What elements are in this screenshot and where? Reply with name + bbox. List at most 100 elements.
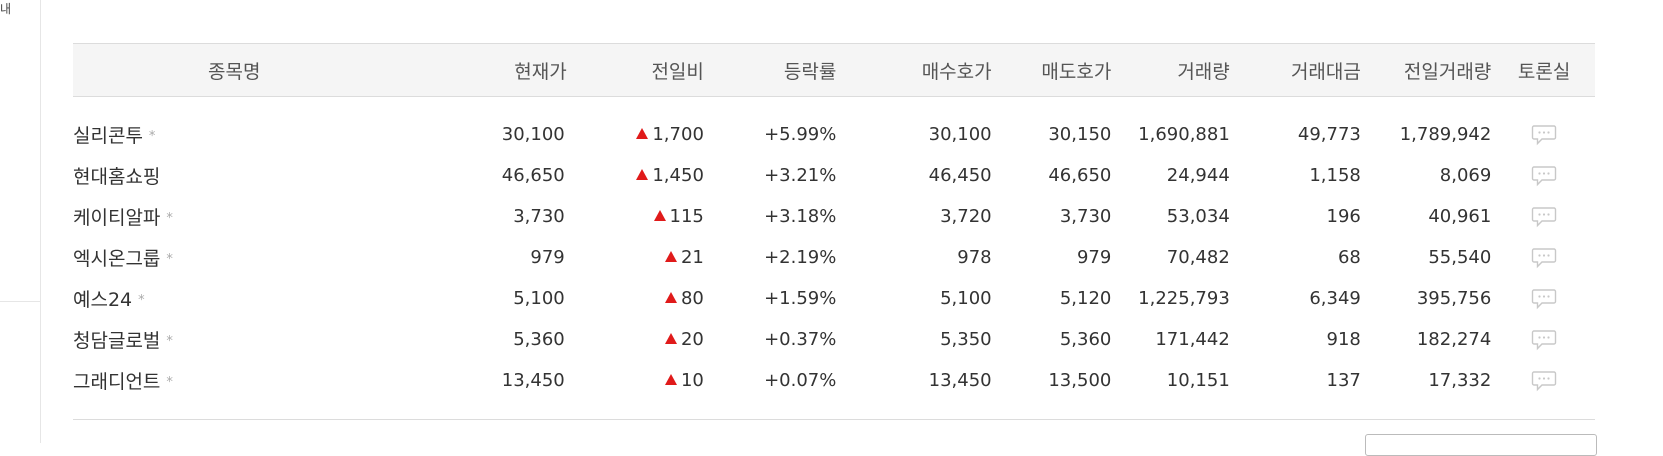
ask-cell: 30,150 — [1048, 124, 1112, 145]
prev-volume-cell: 182,274 — [1416, 329, 1492, 350]
change-cell: 1,450 — [587, 155, 726, 196]
table-row: 케이티알파 * 3,730 115 +3.18% 3,720 3,730 53,0… — [73, 196, 1595, 237]
volume-cell: 10,151 — [1166, 370, 1230, 391]
header-bid: 매수호가 — [854, 43, 996, 97]
speech-bubble-icon[interactable] — [1531, 329, 1557, 351]
rate-cell: +0.07% — [764, 370, 837, 391]
change-value: 20 — [680, 329, 704, 350]
volume-cell: 53,034 — [1166, 206, 1230, 227]
change-value: 80 — [680, 288, 704, 309]
price-cell: 3,730 — [513, 206, 565, 227]
prev-volume-cell: 55,540 — [1428, 247, 1492, 268]
change-value: 1,450 — [652, 165, 704, 186]
bid-cell: 30,100 — [928, 124, 992, 145]
left-sidebar-strip: 내 — [0, 0, 41, 443]
stock-name-link[interactable]: 실리콘투 — [73, 125, 143, 147]
ask-cell: 13,500 — [1048, 370, 1112, 391]
change-cell: 21 — [587, 237, 726, 278]
amount-cell: 196 — [1326, 206, 1361, 227]
bid-cell: 5,350 — [940, 329, 992, 350]
header-ask: 매도호가 — [995, 43, 1114, 97]
change-cell: 80 — [587, 278, 726, 319]
price-cell: 30,100 — [501, 124, 565, 145]
stock-name-link[interactable]: 그래디언트 — [73, 371, 161, 393]
stock-name-cell: 예스24 * — [73, 278, 394, 319]
volume-cell: 1,225,793 — [1138, 288, 1230, 309]
rate-cell: +2.19% — [764, 247, 837, 268]
header-change: 전일비 — [586, 43, 726, 97]
speech-bubble-icon[interactable] — [1531, 124, 1557, 146]
discussion-cell — [1493, 278, 1595, 319]
stock-name-cell: 실리콘투 * — [73, 114, 394, 155]
speech-bubble-icon[interactable] — [1531, 288, 1557, 310]
bottom-select-box[interactable] — [1365, 434, 1597, 456]
discussion-cell — [1493, 319, 1595, 360]
prev-volume-cell: 40,961 — [1428, 206, 1492, 227]
table-row: 엑시온그룹 * 979 21 +2.19% 978 979 70,482 68 5… — [73, 237, 1595, 278]
volume-cell: 24,944 — [1166, 165, 1230, 186]
change-value: 21 — [680, 247, 704, 268]
discussion-cell — [1493, 237, 1595, 278]
header-discussion: 토론실 — [1493, 43, 1595, 97]
bid-cell: 13,450 — [928, 370, 992, 391]
star-marker: * — [166, 211, 173, 226]
header-amount: 거래대금 — [1241, 43, 1365, 97]
rate-cell: +3.18% — [764, 206, 837, 227]
volume-cell: 171,442 — [1155, 329, 1230, 350]
header-volume: 거래량 — [1113, 43, 1242, 97]
ask-cell: 5,360 — [1059, 329, 1112, 350]
triangle-up-icon — [653, 210, 666, 221]
header-name: 종목명 — [73, 43, 395, 97]
star-marker: * — [138, 293, 145, 308]
change-cell: 115 — [587, 196, 726, 237]
sidebar-fragment-text: 내 — [0, 2, 12, 16]
speech-bubble-icon[interactable] — [1531, 247, 1557, 269]
stock-name-link[interactable]: 청담글로벌 — [73, 330, 161, 352]
prev-volume-cell: 1,789,942 — [1399, 124, 1492, 145]
rate-cell: +1.59% — [764, 288, 837, 309]
triangle-up-icon — [636, 128, 649, 139]
change-value: 10 — [680, 370, 704, 391]
ask-cell: 979 — [1076, 247, 1112, 268]
change-cell: 10 — [587, 360, 726, 401]
triangle-up-icon — [664, 292, 677, 303]
speech-bubble-icon[interactable] — [1531, 165, 1557, 187]
bid-cell: 46,450 — [928, 165, 992, 186]
prev-volume-cell: 8,069 — [1439, 165, 1492, 186]
triangle-up-icon — [664, 251, 677, 262]
price-cell: 46,650 — [501, 165, 565, 186]
stock-name-cell: 케이티알파 * — [73, 196, 394, 237]
amount-cell: 137 — [1326, 370, 1361, 391]
speech-bubble-icon[interactable] — [1531, 206, 1557, 228]
stock-name-link[interactable]: 현대홈쇼핑 — [73, 166, 161, 188]
change-cell: 20 — [587, 319, 726, 360]
stock-table: 종목명 현재가 전일비 등락률 매수호가 매도호가 거래량 거래대금 전일거래량… — [73, 43, 1595, 420]
stock-name-link[interactable]: 예스24 — [73, 289, 133, 311]
star-marker: * — [166, 334, 173, 349]
stock-table-container: 종목명 현재가 전일비 등락률 매수호가 매도호가 거래량 거래대금 전일거래량… — [73, 43, 1595, 420]
price-cell: 979 — [530, 247, 565, 268]
volume-cell: 70,482 — [1166, 247, 1230, 268]
table-row: 실리콘투 * 30,100 1,700 +5.99% 30,100 30,150 … — [73, 114, 1595, 155]
price-cell: 13,450 — [501, 370, 565, 391]
rate-cell: +5.99% — [764, 124, 837, 145]
triangle-up-icon — [664, 374, 677, 385]
stock-name-link[interactable]: 케이티알파 — [73, 207, 161, 229]
amount-cell: 49,773 — [1297, 124, 1361, 145]
triangle-up-icon — [636, 169, 649, 180]
change-cell: 1,700 — [587, 114, 726, 155]
header-price: 현재가 — [394, 43, 587, 97]
prev-volume-cell: 395,756 — [1416, 288, 1492, 309]
discussion-cell — [1493, 360, 1595, 401]
star-marker: * — [166, 375, 173, 390]
stock-name-link[interactable]: 엑시온그룹 — [73, 248, 161, 270]
stock-name-cell: 현대홈쇼핑 — [73, 155, 394, 196]
header-prev-volume: 전일거래량 — [1364, 43, 1494, 97]
ask-cell: 46,650 — [1048, 165, 1112, 186]
speech-bubble-icon[interactable] — [1531, 370, 1557, 392]
sidebar-divider — [0, 301, 40, 302]
rate-cell: +0.37% — [764, 329, 837, 350]
amount-cell: 918 — [1326, 329, 1361, 350]
prev-volume-cell: 17,332 — [1428, 370, 1492, 391]
bid-cell: 978 — [957, 247, 992, 268]
